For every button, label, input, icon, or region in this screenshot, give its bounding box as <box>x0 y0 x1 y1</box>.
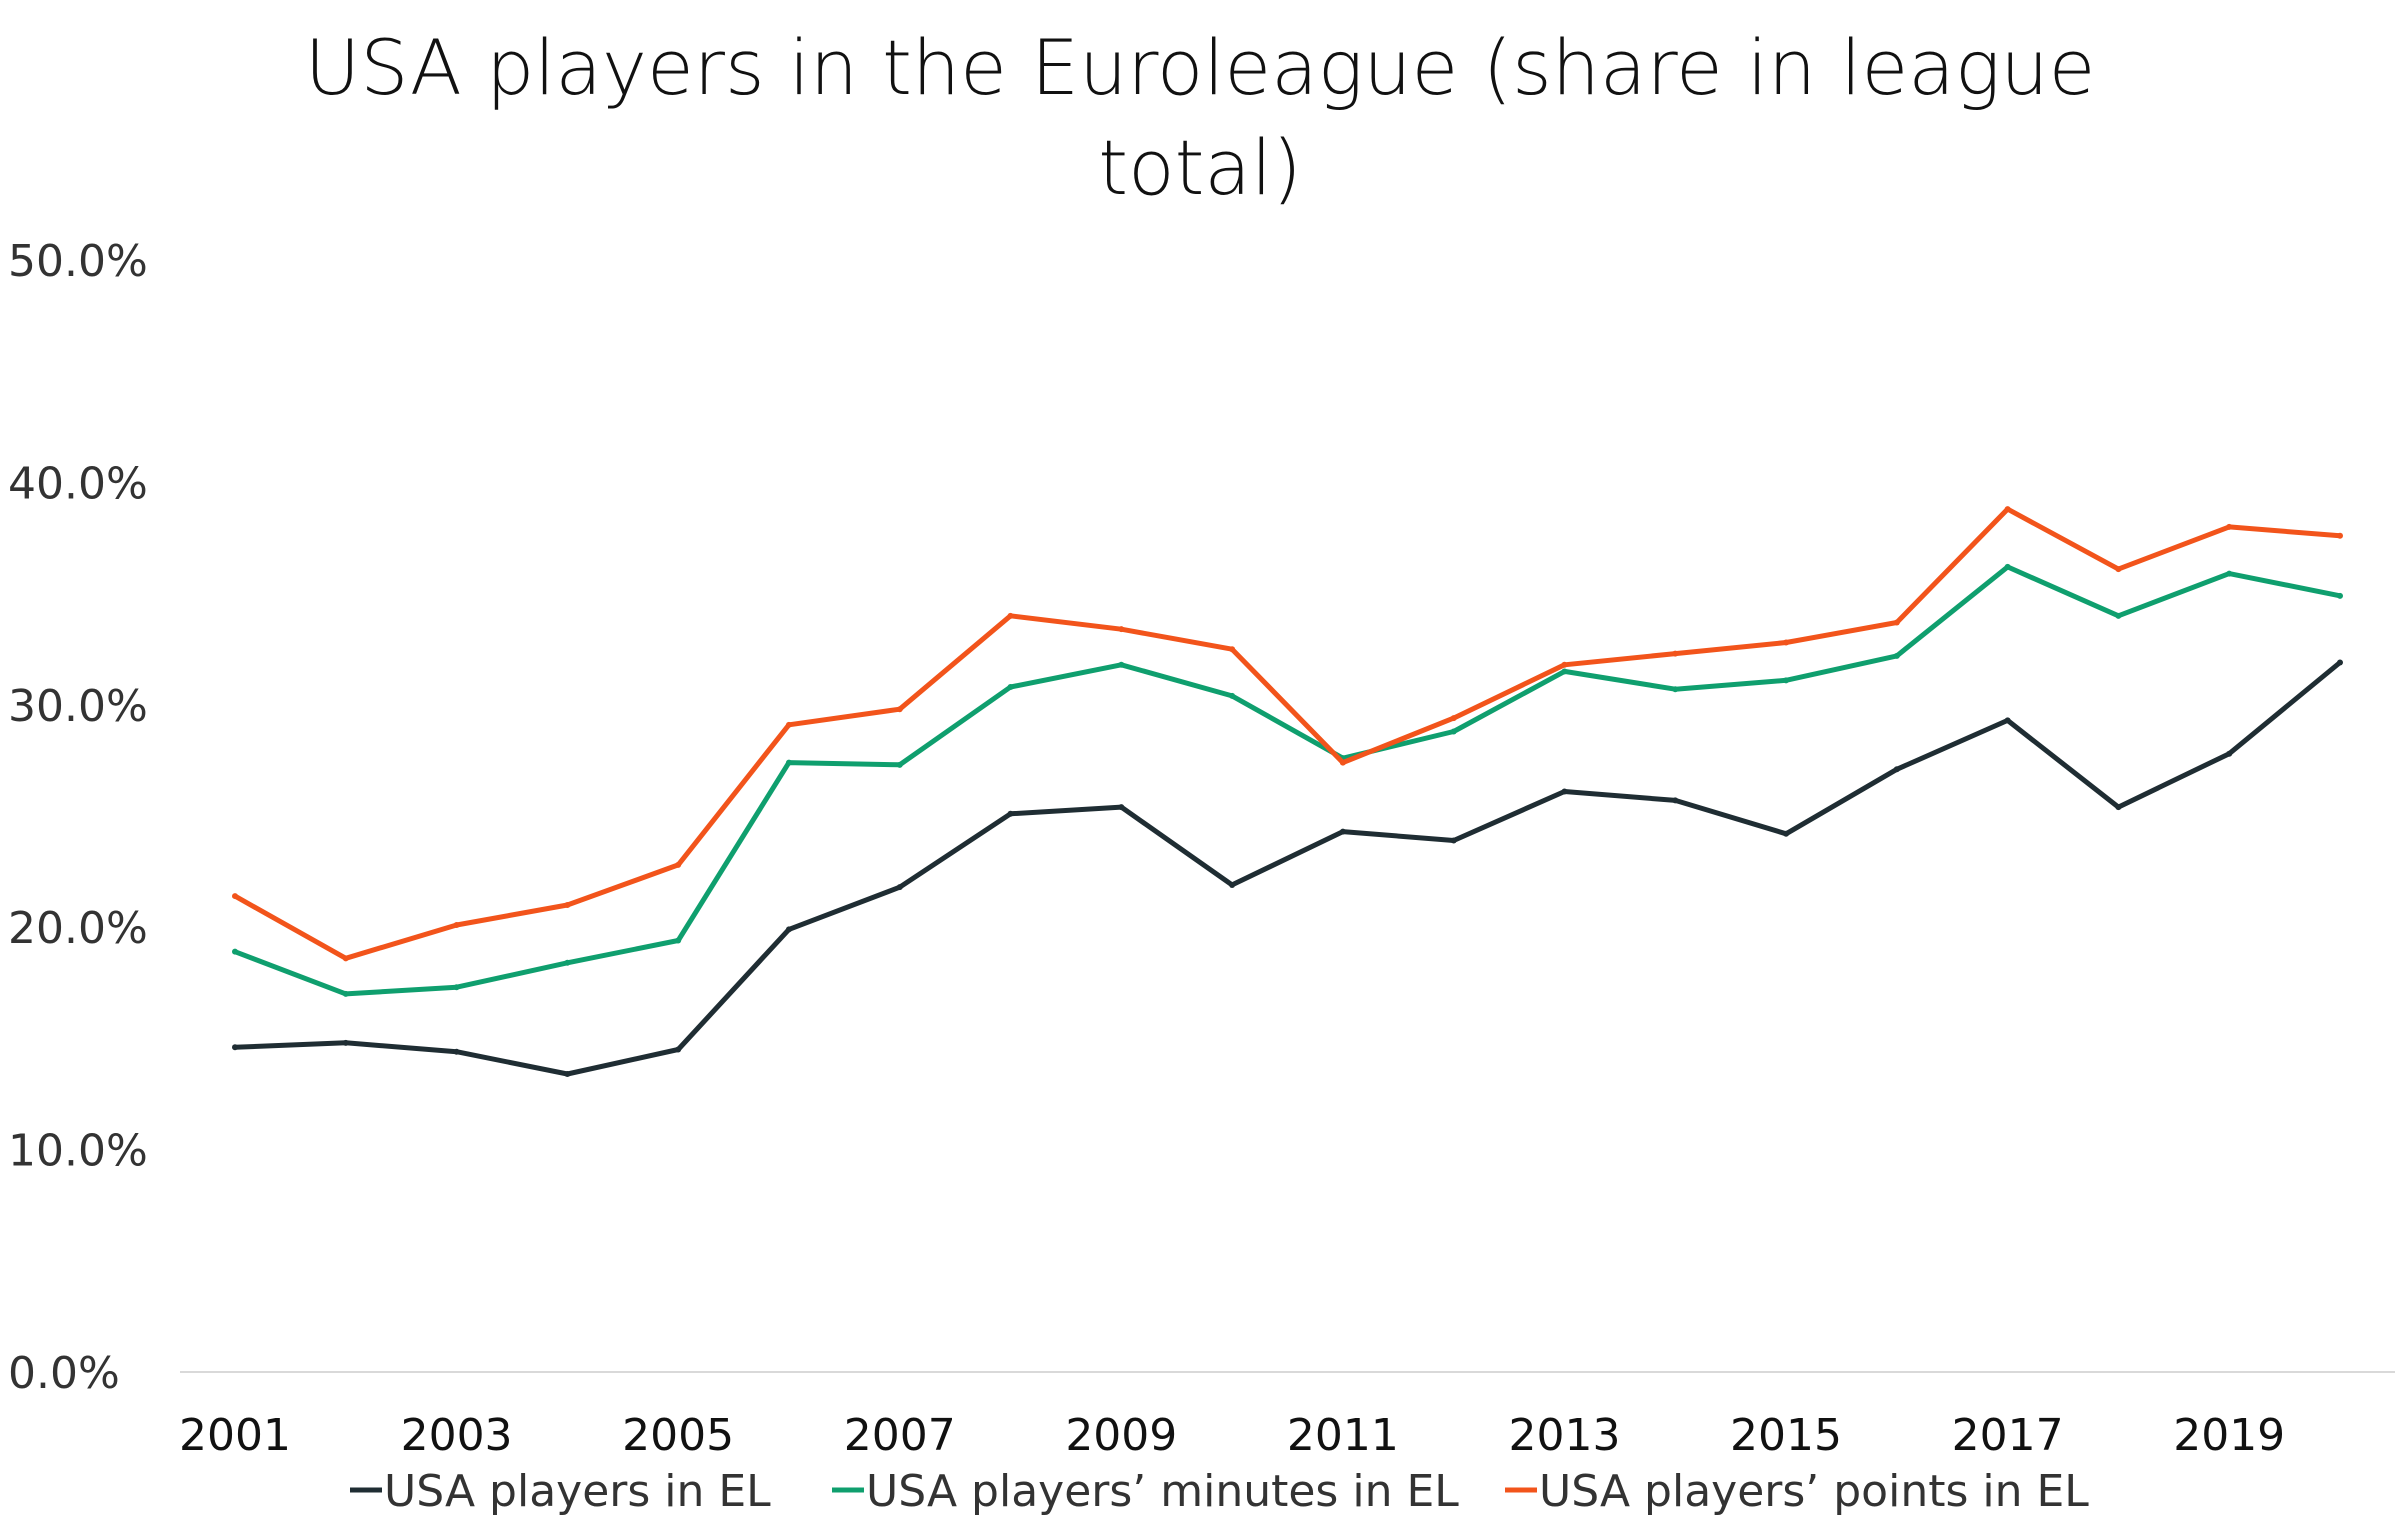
data-point <box>2004 563 2011 570</box>
chart-title-line-1: USA players in the Euroleague (share in … <box>304 23 2096 112</box>
data-point <box>1893 652 1900 659</box>
data-point <box>1229 692 1236 699</box>
data-point <box>2115 566 2122 573</box>
data-point <box>1118 661 1125 668</box>
data-point <box>1783 830 1790 837</box>
data-point <box>2115 612 2122 619</box>
data-point <box>1783 677 1790 684</box>
data-point <box>1450 728 1457 735</box>
x-tick-label: 2005 <box>622 1410 734 1461</box>
data-point <box>2226 570 2233 577</box>
y-tick-label: 50.0% <box>8 236 148 287</box>
data-point <box>2226 523 2233 530</box>
data-point <box>232 1044 238 1051</box>
x-tick-label: 2011 <box>1287 1410 1399 1461</box>
data-point <box>1672 650 1679 657</box>
data-point <box>1672 686 1679 693</box>
x-tick-label: 2015 <box>1730 1410 1842 1461</box>
data-point <box>342 955 349 962</box>
series-3 <box>232 506 2343 962</box>
data-point <box>1339 759 1346 766</box>
data-point <box>785 759 792 766</box>
data-point <box>1561 661 1568 668</box>
x-tick-label: 2009 <box>1065 1410 1177 1461</box>
data-point <box>1893 766 1900 773</box>
legend-item: USA players in EL <box>350 1466 771 1517</box>
data-point <box>1561 668 1568 675</box>
data-point <box>2337 532 2343 539</box>
y-tick-label: 20.0% <box>8 903 148 954</box>
data-point <box>1783 639 1790 646</box>
data-point <box>2226 750 2233 757</box>
x-tick-label: 2019 <box>2173 1410 2285 1461</box>
data-point <box>232 893 238 900</box>
data-point <box>1007 684 1014 691</box>
chart-title: USA players in the Euroleague (share in … <box>0 18 2400 218</box>
x-axis: 2001 2003 2005 2007 2009 2011 2013 2015 2017 2019 <box>179 1371 2395 1461</box>
data-point <box>785 721 792 728</box>
x-tick-label: 2003 <box>401 1410 513 1461</box>
data-point <box>896 761 903 768</box>
data-point <box>1118 626 1125 633</box>
data-point <box>896 884 903 891</box>
data-point <box>2115 804 2122 811</box>
data-point <box>896 706 903 713</box>
data-point <box>232 948 238 955</box>
x-tick-label: 2001 <box>179 1410 291 1461</box>
series-2 <box>232 563 2343 997</box>
legend-label: USA players’ minutes in EL <box>866 1466 1459 1517</box>
data-point <box>1339 828 1346 835</box>
data-point <box>342 990 349 997</box>
data-point <box>2004 506 2011 513</box>
data-point <box>1007 810 1014 817</box>
data-point <box>1007 612 1014 619</box>
chart-title-line-2: total) <box>1098 123 1302 212</box>
series-line <box>232 506 2343 961</box>
data-point <box>342 1039 349 1046</box>
data-point <box>675 861 682 868</box>
y-tick-label: 0.0% <box>8 1348 120 1399</box>
data-point <box>2337 659 2343 666</box>
data-point <box>675 937 682 944</box>
legend-label: USA players in EL <box>384 1466 771 1517</box>
y-axis: 0.0% 10.0% 20.0% 30.0% 40.0% 50.0% <box>8 236 148 1399</box>
series-1 <box>232 659 2343 1077</box>
data-point <box>1229 646 1236 653</box>
data-point <box>2337 592 2343 599</box>
y-tick-label: 10.0% <box>8 1126 148 1177</box>
data-point <box>785 926 792 933</box>
series-layer <box>232 506 2343 1077</box>
data-point <box>453 1048 460 1055</box>
legend-label: USA players’ points in EL <box>1539 1466 2089 1517</box>
data-point <box>1893 619 1900 626</box>
data-point <box>1561 788 1568 795</box>
data-point <box>1118 804 1125 811</box>
legend: USA players in EL USA players’ minutes in… <box>350 1466 2089 1517</box>
data-point <box>2004 717 2011 724</box>
legend-item: USA players’ minutes in EL <box>832 1466 1459 1517</box>
x-tick-label: 2013 <box>1508 1410 1620 1461</box>
data-point <box>1450 837 1457 844</box>
x-tick-label: 2007 <box>844 1410 956 1461</box>
data-point <box>564 901 571 908</box>
data-point <box>1450 715 1457 722</box>
data-point <box>453 984 460 991</box>
data-point <box>564 959 571 966</box>
legend-item: USA players’ points in EL <box>1505 1466 2089 1517</box>
series-line <box>232 564 2343 997</box>
data-point <box>453 921 460 928</box>
x-tick-label: 2017 <box>1952 1410 2064 1461</box>
data-point <box>1229 881 1236 888</box>
data-point <box>1672 797 1679 804</box>
data-point <box>675 1046 682 1053</box>
series-line <box>232 660 2343 1077</box>
data-point <box>564 1070 571 1077</box>
y-tick-label: 40.0% <box>8 458 148 509</box>
y-tick-label: 30.0% <box>8 681 148 732</box>
